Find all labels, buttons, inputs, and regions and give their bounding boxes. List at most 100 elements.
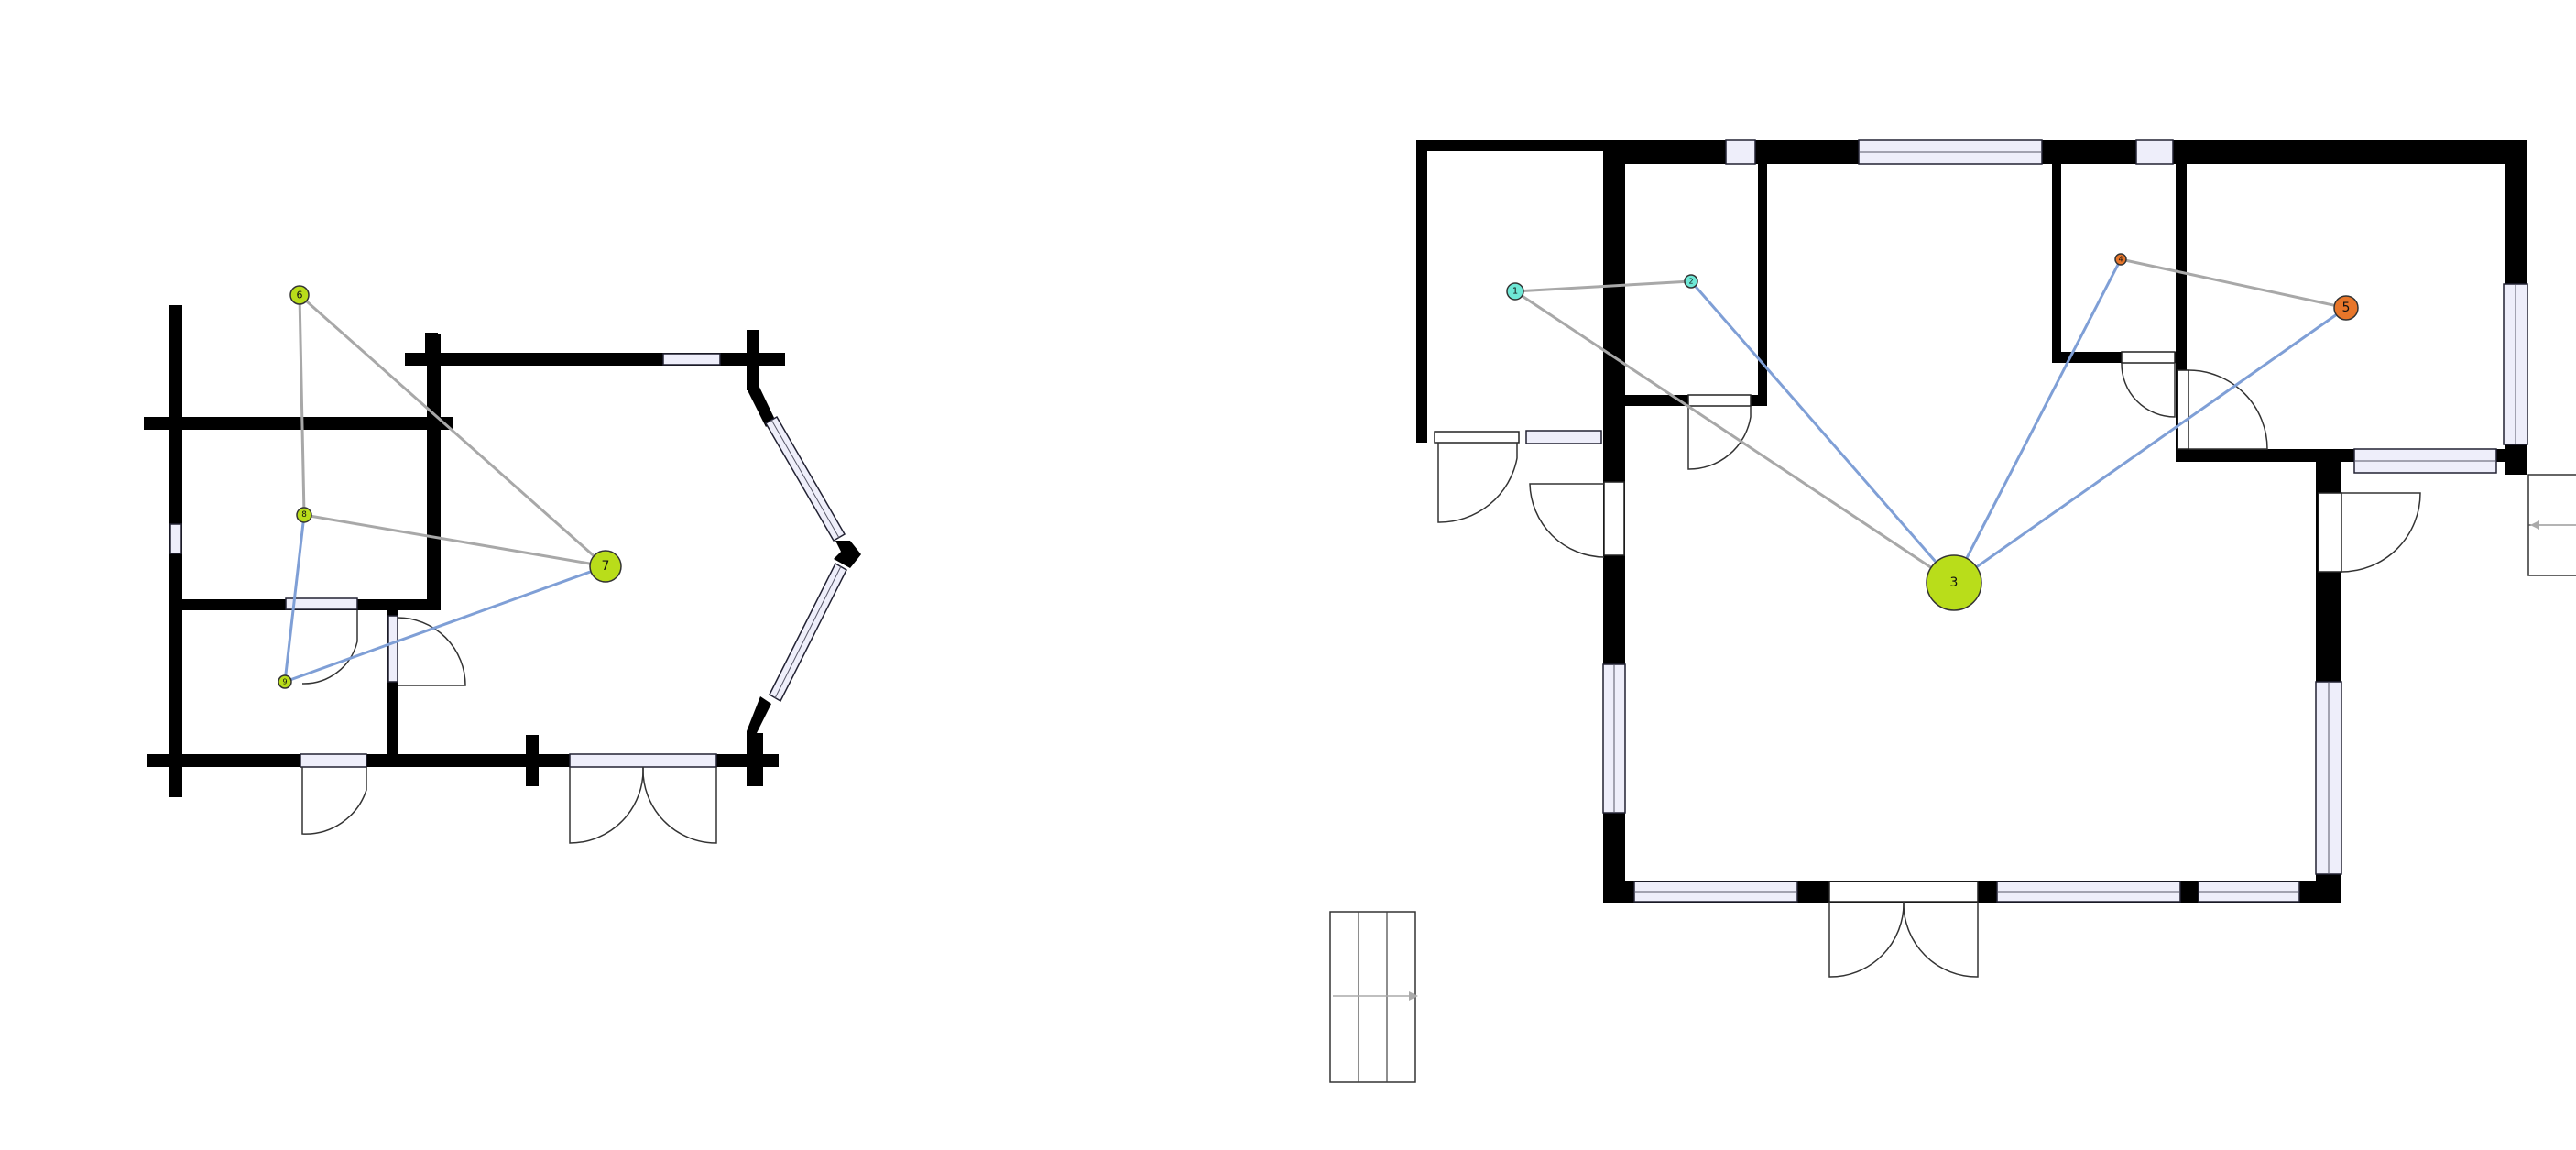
stair-arrow-head [2530, 520, 2539, 530]
stair-block [1329, 911, 1416, 1083]
graph-node-label: 7 [602, 559, 610, 574]
door-opening [2121, 351, 2176, 364]
window [387, 615, 398, 683]
wall [405, 353, 785, 366]
door-opening [1687, 394, 1752, 407]
graph-node-circle [296, 507, 312, 523]
door-opening [1603, 481, 1625, 556]
graph-node-circle [2333, 295, 2359, 321]
graph-node-circle [589, 550, 622, 583]
graph-node-3[interactable]: 3 [1926, 554, 1982, 611]
stairs-bottom [1329, 911, 1418, 1083]
door-swing [569, 766, 644, 844]
left-edges [283, 293, 606, 684]
right-windows [1525, 139, 2528, 903]
left-nodes: 6 7 8 9 [278, 285, 622, 689]
graph-node-label: 9 [282, 678, 287, 686]
graph-edge-n5-n3 [1953, 306, 2347, 585]
graph-node-9[interactable]: 9 [278, 674, 292, 689]
window [1525, 430, 1602, 444]
window [569, 753, 717, 768]
door-swing [301, 767, 367, 835]
window [169, 523, 182, 554]
door-swing [642, 766, 717, 844]
graph-node-label: 3 [1950, 575, 1959, 590]
right-edges [1514, 257, 2347, 585]
graph-node-label: 1 [1512, 287, 1518, 297]
door-swing [1828, 901, 1905, 978]
window-line [774, 565, 842, 699]
graph-edge-n2-n3 [1689, 280, 1956, 584]
wall [834, 541, 861, 568]
wall [747, 381, 775, 427]
graph-node-label: 8 [301, 510, 307, 520]
graph-edge-n8-n7 [303, 513, 606, 568]
window [300, 753, 367, 768]
right-floor-plan: 1 2 3 4 5 [1416, 139, 2528, 978]
graph-node-1[interactable]: 1 [1506, 282, 1524, 301]
door-swing [1903, 901, 1979, 978]
wall [747, 330, 759, 390]
door-swing [1529, 483, 1605, 558]
graph-node-label: 6 [297, 290, 303, 301]
wall [526, 735, 539, 786]
window-line [770, 419, 840, 539]
left-windows [169, 353, 847, 768]
graph-node-4[interactable]: 4 [2114, 253, 2127, 266]
wall [427, 334, 441, 610]
door-opening [1828, 881, 1979, 903]
door-swing [1437, 443, 1518, 523]
door-swing [2188, 369, 2268, 450]
door-swing [2121, 362, 2176, 418]
graph-node-circle [1684, 274, 1698, 289]
graph-edge-n4-n3 [1952, 258, 2123, 584]
wall [144, 417, 453, 430]
window [285, 597, 358, 610]
window [2135, 139, 2174, 165]
graph-node-circle [1926, 554, 1982, 611]
left-walls [144, 305, 861, 797]
graph-edge-n4-n5 [2120, 257, 2347, 310]
stair-arrow-head [1409, 991, 1418, 1001]
door-opening [2318, 492, 2342, 573]
right-doors [1434, 351, 2421, 978]
window [1725, 139, 1756, 165]
wall [1416, 140, 1613, 151]
window [662, 353, 721, 366]
wall [1603, 140, 2527, 164]
door-opening [2177, 369, 2189, 450]
wall [1416, 140, 1427, 443]
graph-node-7[interactable]: 7 [589, 550, 622, 583]
door-swing [2341, 492, 2421, 573]
door-swing [301, 610, 358, 685]
door-swing [1687, 406, 1752, 470]
graph-node-label: 4 [2118, 256, 2123, 264]
left-doors [301, 610, 717, 844]
graph-node-6[interactable]: 6 [289, 285, 310, 305]
wall [750, 733, 763, 786]
graph-node-2[interactable]: 2 [1684, 274, 1698, 289]
left-floor-plan: 6 7 8 9 [144, 285, 861, 844]
wall [425, 333, 438, 362]
graph-node-label: 2 [1688, 278, 1693, 286]
graph-edge-n8-n9 [283, 514, 306, 683]
graph-node-circle [278, 674, 292, 689]
right-walls [1416, 140, 2527, 903]
graph-edge-n1-n3 [1514, 290, 1955, 585]
graph-node-circle [2114, 253, 2127, 266]
graph-node-label: 5 [2342, 301, 2351, 315]
wall [2052, 159, 2061, 362]
wall [1758, 159, 1767, 406]
graph-node-5[interactable]: 5 [2333, 295, 2359, 321]
door-opening [1434, 431, 1520, 444]
graph-edge-n9-n7 [284, 564, 606, 684]
graph-node-circle [289, 285, 310, 305]
graph-edge-n1-n2 [1514, 279, 1692, 293]
right-nodes: 1 2 3 4 5 [1506, 253, 2359, 611]
graph-edge-n6-n8 [298, 294, 306, 516]
stairs-right [2527, 474, 2576, 576]
graph-node-8[interactable]: 8 [296, 507, 312, 523]
door-swing [397, 617, 466, 686]
graph-node-circle [1506, 282, 1524, 301]
